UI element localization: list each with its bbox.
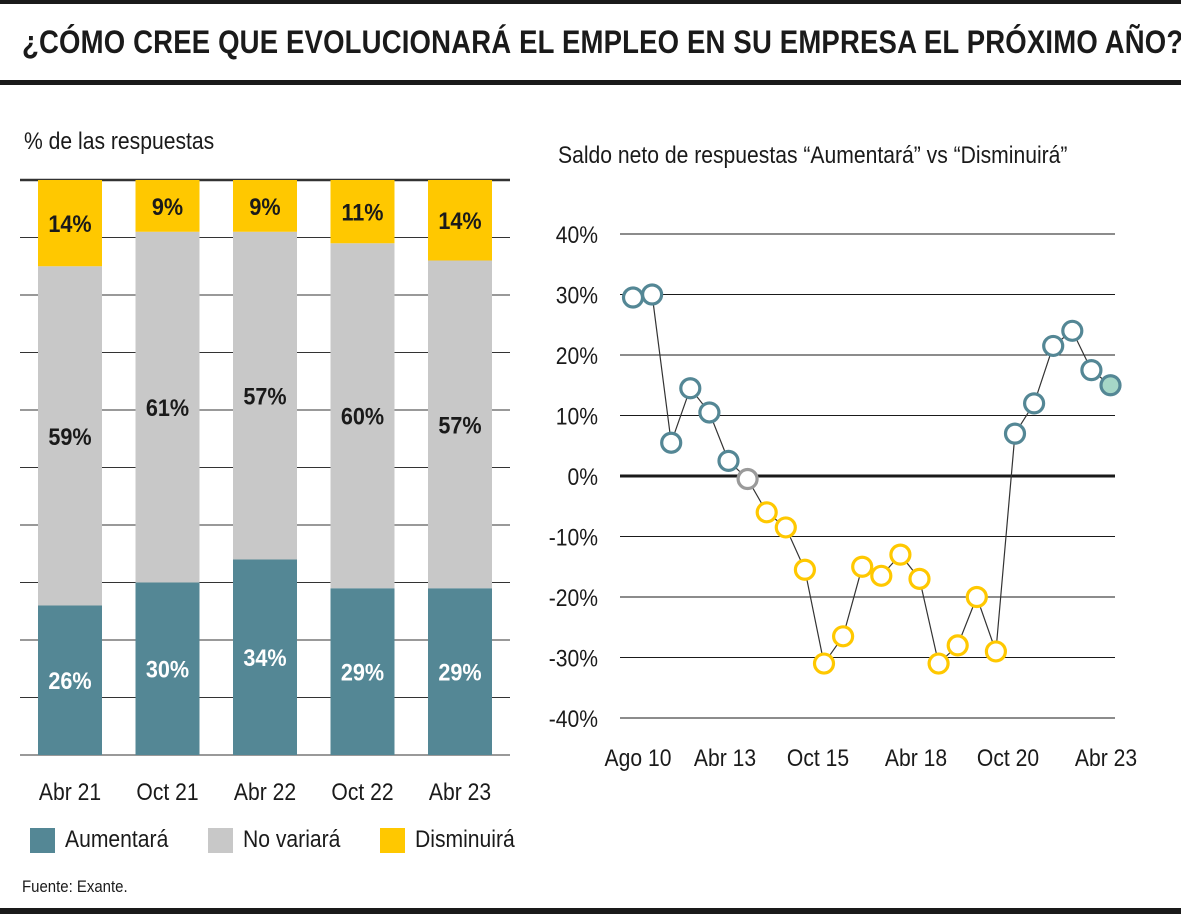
- line-chart-title: Saldo neto de respuestas “Aumentará” vs …: [558, 142, 1068, 169]
- data-label: 61%: [146, 394, 189, 421]
- x-tick-label: Ago 10: [605, 745, 672, 772]
- y-tick-label: 10%: [556, 403, 598, 430]
- legend-label-no-variara: No variará: [243, 826, 341, 853]
- data-point: [774, 516, 797, 539]
- data-label: 57%: [243, 383, 286, 410]
- x-tick-label: Abr 23: [429, 779, 491, 806]
- x-tick-label: Abr 22: [234, 779, 296, 806]
- x-tick-label: Abr 18: [885, 745, 947, 772]
- data-point: [1061, 319, 1084, 342]
- x-tick-label: Abr 13: [694, 745, 756, 772]
- y-tick-label: 0%: [567, 464, 598, 491]
- source-note: Fuente: Exante.: [22, 877, 128, 896]
- data-label: 9%: [152, 193, 183, 220]
- legend-label-aumentara: Aumentará: [65, 826, 169, 853]
- bottom-rule: [0, 908, 1181, 914]
- bar-segment-disminuir: [38, 180, 102, 267]
- y-tick-label: 20%: [556, 343, 598, 370]
- bar-segment-aumentar: [38, 605, 102, 755]
- bar-segment-disminuir: [233, 180, 297, 232]
- bar-segment-aumentar: [233, 559, 297, 755]
- data-point: [717, 449, 740, 472]
- bar-segment-novariar: [233, 231, 297, 560]
- data-point: [1023, 392, 1046, 415]
- bar-segment-disminuir: [135, 180, 200, 232]
- y-tick-label: -40%: [549, 706, 598, 733]
- page-title: ¿CÓMO CREE QUE EVOLUCIONARÁ EL EMPLEO EN…: [22, 24, 1181, 60]
- data-point: [679, 377, 702, 400]
- legend-swatch-no-variara: [208, 827, 234, 853]
- bar-segment-novariar: [330, 243, 395, 589]
- data-label: 34%: [243, 644, 286, 671]
- data-point: [984, 640, 1007, 663]
- data-point: [1080, 359, 1103, 382]
- data-label: 59%: [48, 423, 91, 450]
- line-chart: 40% 30% 20% 10% 0% -10% -20% -30% -40% Ago 10 Abr …: [549, 222, 1137, 772]
- data-label: 57%: [438, 411, 481, 438]
- data-label: 60%: [341, 403, 384, 430]
- data-label: 30%: [146, 656, 189, 683]
- series-line: [632, 293, 1111, 665]
- y-tick-label: 40%: [556, 222, 598, 249]
- bar-segment-disminuir: [330, 180, 395, 244]
- data-point: [736, 467, 759, 491]
- legend-item-no-variara: No variará: [208, 826, 354, 854]
- x-tick-label: Abr 21: [39, 779, 101, 806]
- bar-segment-aumentar: [135, 582, 200, 755]
- bar-chart-title: % de las respuestas: [24, 128, 215, 155]
- legend-item-disminuira: Disminuirá: [380, 826, 528, 854]
- x-tick-label: Abr 23: [1075, 745, 1137, 772]
- y-tick-label: -30%: [549, 645, 598, 672]
- top-rule: [0, 0, 1181, 4]
- x-tick-label: Oct 22: [331, 779, 393, 806]
- bar-segment-novariar: [428, 260, 492, 589]
- bar-segment-aumentar: [428, 588, 492, 755]
- data-point: [908, 567, 931, 590]
- data-point: [660, 431, 683, 454]
- legend-label-disminuira: Disminuirá: [415, 826, 515, 853]
- data-label: 29%: [438, 659, 481, 686]
- data-point: [1042, 334, 1065, 358]
- legend-item-aumentara: Aumentará: [30, 826, 182, 854]
- data-point: [965, 585, 988, 609]
- data-point: [1003, 422, 1027, 445]
- data-label: 26%: [48, 667, 91, 694]
- legend-swatch-aumentara: [30, 827, 55, 853]
- bar-chart: 26% 59% 14% Abr 21 30% 61% 9% Oct 21 34% 57% 9% Abr…: [20, 178, 510, 806]
- data-label: 9%: [249, 193, 280, 220]
- data-point: [889, 543, 912, 566]
- x-tick-label: Oct 15: [787, 745, 849, 772]
- data-label: 11%: [341, 199, 383, 226]
- data-point: [832, 625, 855, 648]
- bar-segment-aumentar: [330, 588, 395, 755]
- x-tick-label: Oct 21: [136, 779, 198, 806]
- data-label: 29%: [341, 659, 384, 686]
- data-point: [621, 286, 645, 309]
- data-point: [698, 401, 721, 424]
- data-point: [640, 283, 664, 306]
- data-label: 14%: [438, 207, 481, 234]
- y-tick-label: 30%: [556, 282, 598, 309]
- title-rule: [0, 80, 1181, 85]
- bar-legend: Aumentará No variará Disminuirá: [30, 824, 554, 856]
- data-point: [927, 652, 950, 675]
- legend-swatch-disminuira: [380, 827, 406, 853]
- data-point: [755, 501, 778, 524]
- data-point: [851, 555, 874, 578]
- bar-segment-novariar: [38, 266, 102, 606]
- x-tick-label: Oct 20: [977, 745, 1039, 772]
- data-point: [946, 634, 969, 657]
- data-point: [793, 558, 816, 581]
- bar-segment-disminuir: [428, 180, 492, 261]
- data-point: [812, 652, 836, 675]
- data-point: [870, 564, 893, 587]
- data-point: [1099, 374, 1122, 397]
- data-label: 14%: [48, 210, 91, 237]
- bar-segment-novariar: [135, 231, 200, 583]
- y-tick-label: -20%: [549, 585, 598, 612]
- y-tick-label: -10%: [549, 524, 598, 551]
